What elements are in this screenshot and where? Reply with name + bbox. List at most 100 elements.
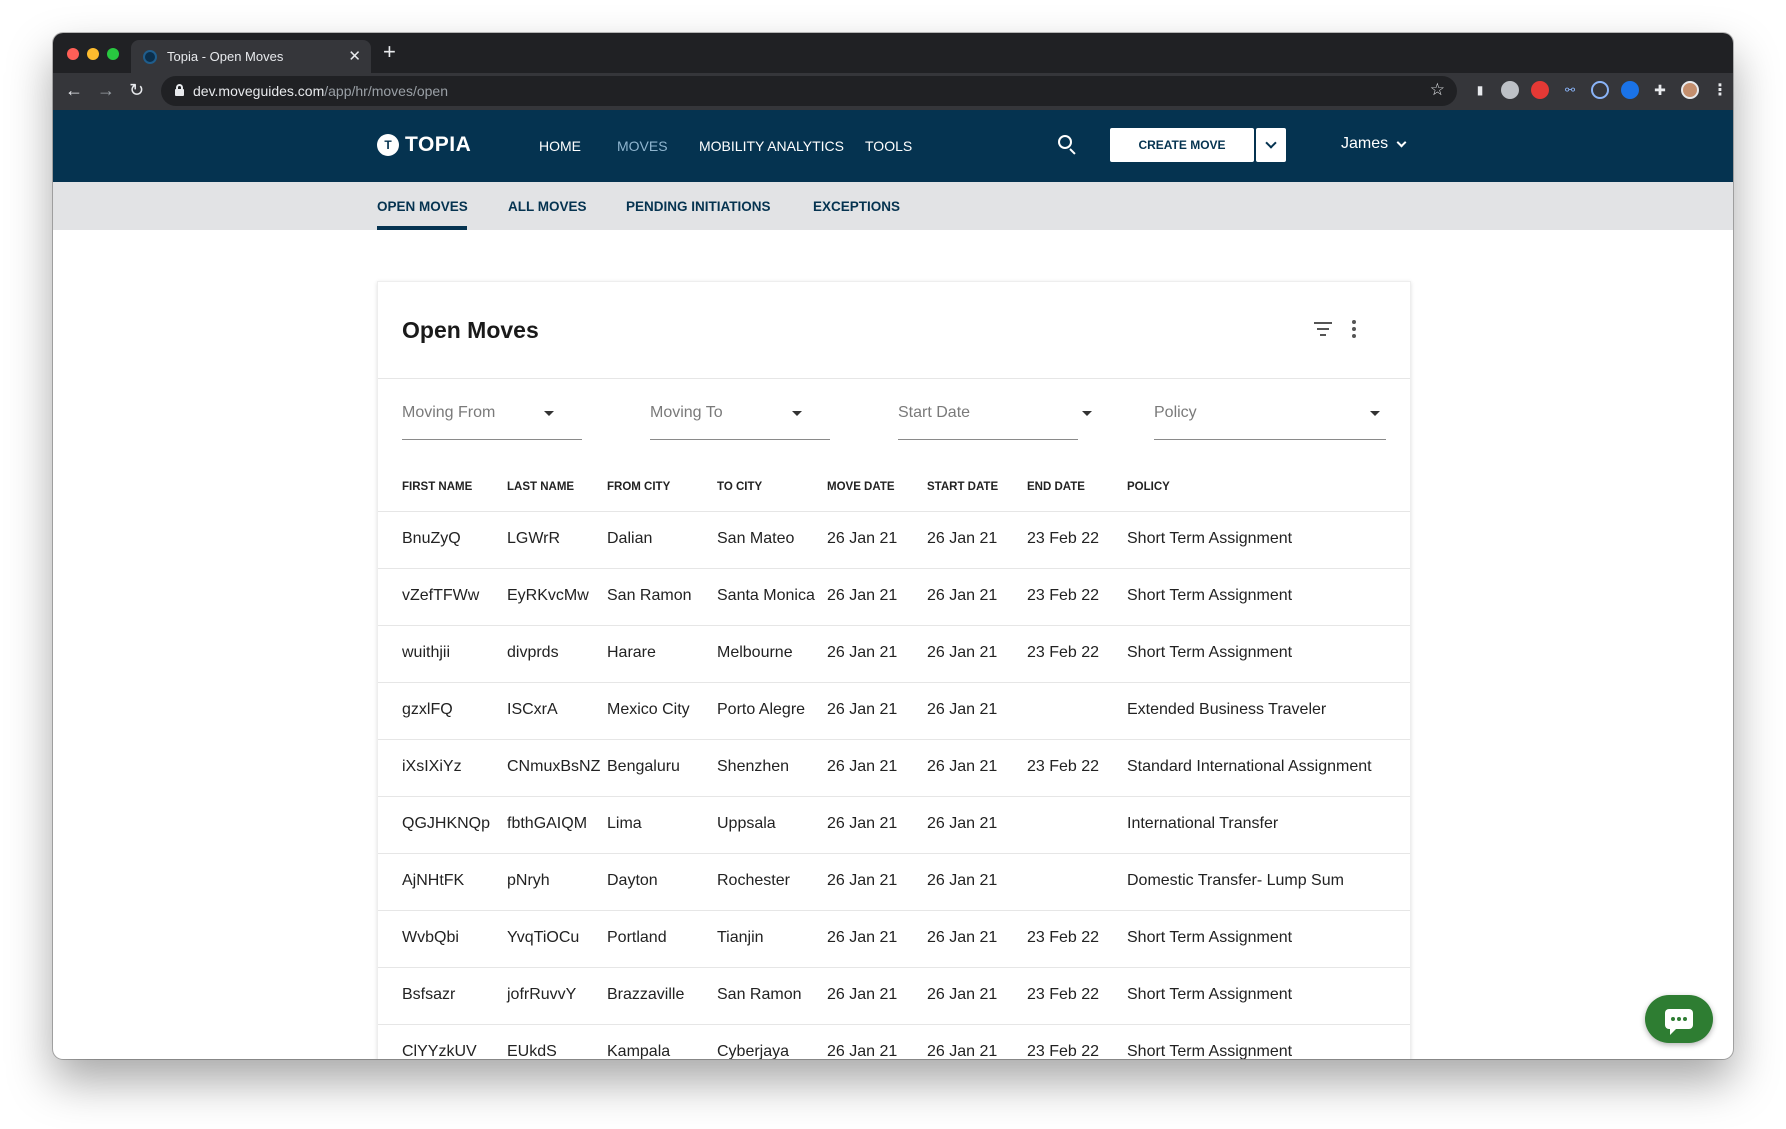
cell-to-city: Melbourne [717,644,793,661]
cell-from-city: Kampala [607,1043,671,1059]
cell-policy: Short Term Assignment [1127,929,1293,946]
search-icon[interactable] [1057,134,1079,156]
url-host: dev.moveguides.com [193,83,325,99]
chat-icon [1665,1009,1693,1035]
cell-first-name: Bsfsazr [402,986,456,1003]
forward-arrow-icon[interactable]: → [97,80,115,100]
cell-from-city: Mexico City [607,701,690,718]
chat-button[interactable] [1645,995,1713,1043]
kebab-menu-icon[interactable] [1352,320,1356,338]
dropdown-arrow-icon [792,411,802,416]
browser-tab[interactable]: Topia - Open Moves ✕ [131,40,371,73]
cell-move-date: 26 Jan 21 [827,587,898,604]
table-row[interactable]: AjNHtFK pNryh Dayton Rochester 26 Jan 21 26 J… [378,854,1410,911]
extension-g-icon[interactable] [1621,81,1639,99]
address-bar[interactable]: dev.moveguides.com/app/hr/moves/open ☆ [161,76,1457,106]
extension-bars-icon[interactable]: ▮ [1476,83,1484,97]
moving-from-select[interactable]: Moving From [402,404,582,440]
col-last-name[interactable]: LAST NAME [507,481,575,493]
table-row[interactable]: wuithjii divprds Harare Melbourne 26 Jan 21 2… [378,626,1410,683]
app-header: T TOPIA HOME MOVES MOBILITY ANALYTICS TO… [53,110,1733,182]
cell-from-city: Lima [607,815,642,832]
table-row[interactable]: BnuZyQ LGWrR Dalian San Mateo 26 Jan 21 26 Ja… [378,512,1410,569]
col-policy[interactable]: POLICY [1127,481,1170,493]
cell-first-name: ClYYzkUV [402,1043,477,1059]
window-maximize-button[interactable] [107,48,119,60]
window-minimize-button[interactable] [87,48,99,60]
nav-home[interactable]: HOME [539,138,581,154]
table-row[interactable]: vZefTFWw EyRKvcMw San Ramon Santa Monica 26 … [378,569,1410,626]
cell-move-date: 26 Jan 21 [827,758,898,775]
reload-icon[interactable]: ↻ [129,80,145,100]
nav-tools[interactable]: TOOLS [865,138,913,154]
back-arrow-icon[interactable]: ← [65,80,83,100]
tab-all-moves[interactable]: ALL MOVES [508,199,587,214]
col-start-date[interactable]: START DATE [927,481,999,493]
col-to-city[interactable]: TO CITY [717,481,763,493]
tab-exceptions[interactable]: EXCEPTIONS [813,199,901,214]
table-header: FIRST NAME LAST NAME FROM CITY TO CITY M… [378,470,1410,512]
cell-policy: Extended Business Traveler [1127,701,1327,718]
cell-start-date: 26 Jan 21 [927,758,998,775]
extension-hand-icon[interactable] [1531,81,1549,99]
cell-from-city: Dayton [607,872,658,889]
col-move-date[interactable]: MOVE DATE [827,481,895,493]
cell-last-name: ISCxrA [507,701,558,718]
table-row[interactable]: iXsIXiYz CNmuxBsNZ Bengaluru Shenzhen 26 Jan… [378,740,1410,797]
col-from-city[interactable]: FROM CITY [607,481,671,493]
cell-start-date: 26 Jan 21 [927,986,998,1003]
nav-moves[interactable]: MOVES [617,138,668,154]
url-text[interactable]: dev.moveguides.com/app/hr/moves/open [193,83,448,99]
cell-to-city: Cyberjaya [717,1043,790,1059]
browser-toolbar: ← → ↻ dev.moveguides.com/app/hr/moves/op… [53,73,1733,110]
table-row[interactable]: QGJHKNQp fbthGAIQM Lima Uppsala 26 Jan 21 26 … [378,797,1410,854]
start-date-label: Start Date [898,404,971,421]
col-first-name[interactable]: FIRST NAME [402,481,473,493]
nav-mobility-analytics[interactable]: MOBILITY ANALYTICS [699,138,844,154]
tab-pending-initiations[interactable]: PENDING INITIATIONS [626,199,771,214]
table-body: BnuZyQ LGWrR Dalian San Mateo 26 Jan 21 26 Ja… [378,512,1410,1059]
create-move-button[interactable]: CREATE MOVE [1110,128,1254,162]
cell-move-date: 26 Jan 21 [827,1043,898,1059]
cell-to-city: Rochester [717,872,790,889]
cell-first-name: QGJHKNQp [402,815,491,832]
puzzle-icon[interactable]: ✚ [1654,81,1666,98]
policy-select[interactable]: Policy [1154,404,1386,440]
extension-link-icon[interactable]: ⚯ [1564,83,1576,97]
moving-to-select[interactable]: Moving To [650,404,830,440]
window-close-button[interactable] [67,48,79,60]
cell-to-city: Santa Monica [717,587,815,604]
browser-menu-icon[interactable]: ⋮ [1712,82,1728,99]
extension-circle-icon[interactable] [1501,81,1519,99]
active-tab-indicator [377,226,467,230]
filter-icon[interactable] [1313,322,1333,336]
cell-move-date: 26 Jan 21 [827,872,898,889]
table-row[interactable]: WvbQbi YvqTiOCu Portland Tianjin 26 Jan 21 26… [378,911,1410,968]
policy-label: Policy [1154,404,1197,421]
create-move-dropdown-button[interactable] [1256,128,1286,162]
profile-avatar[interactable] [1681,81,1699,99]
tab-open-moves[interactable]: OPEN MOVES [377,199,468,214]
user-name: James [1341,135,1389,152]
cell-first-name: vZefTFWw [402,587,480,604]
tab-close-icon[interactable]: ✕ [348,48,361,65]
cell-end-date: 23 Feb 22 [1027,986,1100,1003]
user-menu[interactable]: James [1341,135,1407,153]
url-path: /app/hr/moves/open [324,83,448,99]
table-row[interactable]: ClYYzkUV EUkdS Kampala Cyberjaya 26 Jan 21 26… [378,1025,1410,1059]
table-row[interactable]: Bsfsazr jofrRuvvY Brazzaville San Ramon 26 J… [378,968,1410,1025]
extension-clock-icon[interactable] [1591,81,1609,99]
topia-logo[interactable]: T TOPIA [377,133,471,157]
logo-text: TOPIA [405,133,472,156]
cell-first-name: WvbQbi [402,929,459,946]
cell-end-date: 23 Feb 22 [1027,758,1100,775]
cell-start-date: 26 Jan 21 [927,872,998,889]
cell-to-city: San Mateo [717,530,795,547]
new-tab-button[interactable]: + [383,39,396,64]
col-end-date[interactable]: END DATE [1027,481,1085,493]
table-row[interactable]: gzxlFQ ISCxrA Mexico City Porto Alegre 26 Ja… [378,683,1410,740]
star-icon[interactable]: ☆ [1429,80,1445,99]
cell-policy: Standard International Assignment [1127,758,1372,775]
cell-last-name: LGWrR [507,530,561,547]
start-date-select[interactable]: Start Date [898,404,1092,440]
